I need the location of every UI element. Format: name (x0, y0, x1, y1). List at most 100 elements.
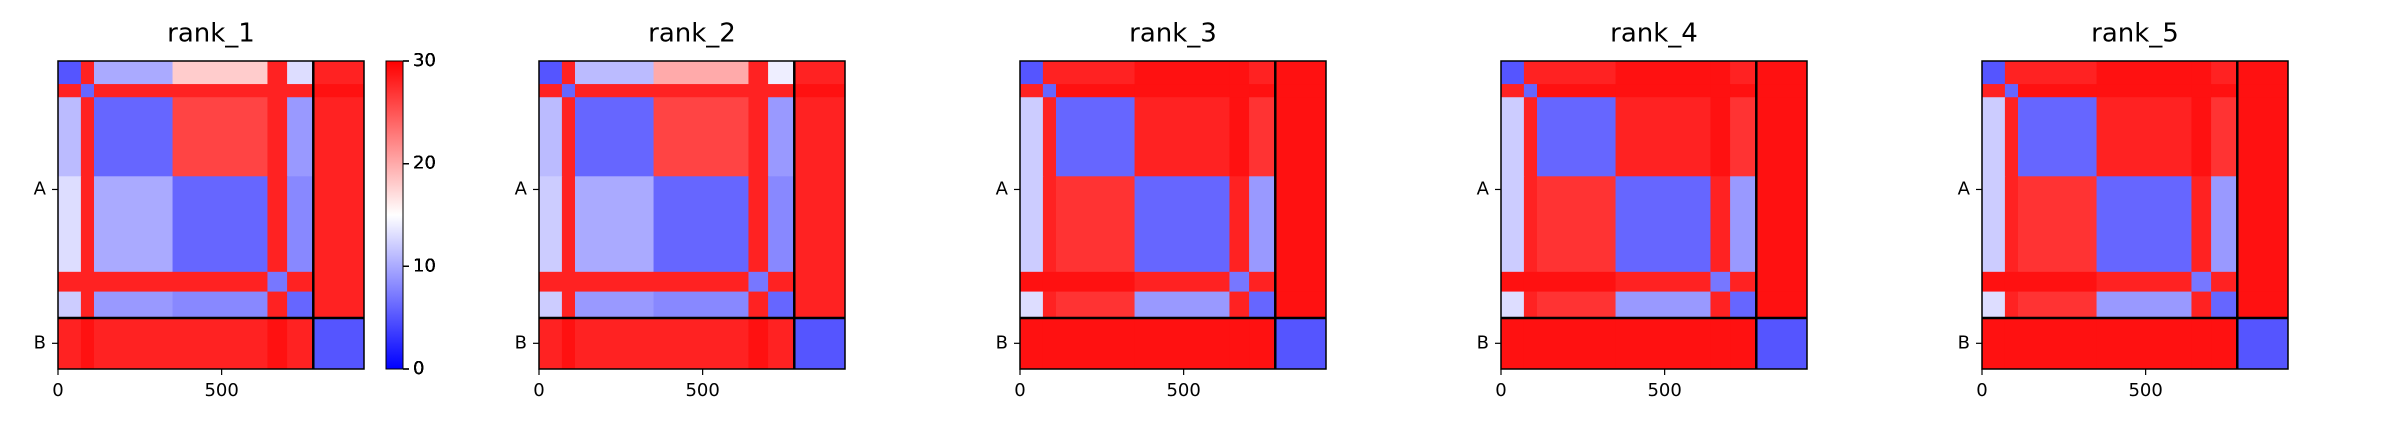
x-tick-label: 0 (1976, 380, 1987, 401)
heatmap-cell (1615, 271, 1711, 293)
colorbar-tick-label: 20 (413, 153, 436, 174)
heatmap-cell (575, 176, 655, 273)
heatmap-cell (1756, 271, 1808, 293)
heatmap-cell (561, 176, 576, 273)
y-tick-label: B (996, 332, 1008, 353)
y-tick-label: A (34, 178, 47, 199)
heatmap-cell (94, 176, 174, 273)
heatmap-cell (653, 317, 749, 370)
heatmap-cell (1134, 97, 1230, 177)
heatmap-cell (1501, 291, 1525, 319)
heatmap-cell (267, 97, 288, 177)
heatmap-cell (2018, 61, 2098, 85)
x-tick-label: 500 (204, 380, 238, 401)
heatmap-cell (1537, 61, 1617, 85)
heatmap-cell (1249, 291, 1276, 319)
heatmap-cell (1229, 61, 1250, 85)
heatmap-cell (2018, 97, 2098, 177)
heatmap-cell (1615, 317, 1711, 370)
colorbar-tick-label: 30 (413, 50, 436, 71)
heatmap-cell (1134, 176, 1230, 273)
heatmap-cell (1982, 176, 2006, 273)
heatmap-cell (1275, 84, 1327, 98)
heatmap-cell (1134, 271, 1230, 293)
heatmap-cell (2004, 317, 2019, 370)
colorbar-tick-label: 20 (413, 153, 436, 174)
heatmap-cell (1056, 84, 1136, 98)
heatmap-cell (1501, 271, 1525, 293)
heatmap-cell (1275, 317, 1327, 370)
heatmap-cell (1710, 271, 1731, 293)
heatmap-cell (2191, 84, 2212, 98)
heatmap-cell (1229, 84, 1250, 98)
colorbar-tick-label: 10 (413, 255, 436, 276)
heatmap-cell (94, 271, 174, 293)
heatmap-cell (1730, 97, 1757, 177)
heatmap-cell (313, 97, 365, 177)
heatmap-cell (80, 84, 95, 98)
x-tick-label: 0 (533, 380, 544, 401)
heatmap-cell (94, 317, 174, 370)
heatmap-cell (2191, 317, 2212, 370)
heatmap-cell (1615, 61, 1711, 85)
panel-title: rank_4 (1610, 19, 1698, 49)
heatmap-cell (2096, 84, 2192, 98)
heatmap-cell (80, 97, 95, 177)
heatmap-cell (172, 61, 268, 85)
heatmap-cell (1249, 176, 1276, 273)
colorbar-tick-label: 20 (413, 153, 436, 174)
heatmap-cell (1730, 291, 1757, 319)
heatmap-cell (1523, 176, 1538, 273)
colorbar-tick-label: 0 (413, 358, 424, 379)
colorbar-tick-label: 0 (413, 358, 424, 379)
heatmap-cell (313, 61, 365, 85)
heatmap-cell (575, 271, 655, 293)
heatmap-cell (2237, 271, 2289, 293)
x-tick-label: 500 (1647, 380, 1681, 401)
heatmap-cell (267, 291, 288, 319)
heatmap-cell (561, 317, 576, 370)
heatmap-cell (80, 291, 95, 319)
y-tick-label: B (1958, 332, 1970, 353)
x-tick-label: 500 (1166, 380, 1200, 401)
heatmap-cell (539, 97, 563, 177)
heatmap-cell (1056, 176, 1136, 273)
heatmap-cell (58, 61, 82, 85)
heatmap-cell (2191, 97, 2212, 177)
heatmap-cell (1249, 61, 1276, 85)
heatmap-cell (2211, 317, 2238, 370)
heatmap-cell (1134, 84, 1230, 98)
heatmap-cell (768, 84, 795, 98)
heatmap-cell (1523, 271, 1538, 293)
heatmap-cell (287, 97, 314, 177)
heatmap-cell (1615, 97, 1711, 177)
heatmap-frame (538, 60, 846, 370)
heatmap-cell (2004, 97, 2019, 177)
heatmap-cell (1042, 61, 1057, 85)
heatmap-cell (768, 97, 795, 177)
heatmap-cell (1537, 271, 1617, 293)
heatmap-cell (172, 97, 268, 177)
colorbar-tick-label: 10 (413, 255, 436, 276)
heatmap-cell (1710, 84, 1731, 98)
heatmap-cell (1042, 84, 1057, 98)
heatmap-cell (267, 84, 288, 98)
colorbar-tick-label: 10 (413, 255, 436, 276)
heatmap-cell (1730, 84, 1757, 98)
heatmap-cell (748, 271, 769, 293)
heatmap-cell (748, 61, 769, 85)
heatmap-cell (1020, 97, 1044, 177)
heatmap-cell (2237, 317, 2289, 370)
colorbar-tick-label: 20 (413, 153, 436, 174)
heatmap-cell (172, 317, 268, 370)
heatmap-cell (653, 84, 749, 98)
heatmap-cell (2191, 291, 2212, 319)
heatmap-cell (575, 61, 655, 85)
heatmap-cell (1229, 97, 1250, 177)
heatmap-cell (2096, 97, 2192, 177)
heatmap-cell (2237, 291, 2289, 319)
heatmap-cell (1710, 291, 1731, 319)
heatmap-cell (1982, 61, 2006, 85)
heatmap-cell (1982, 271, 2006, 293)
